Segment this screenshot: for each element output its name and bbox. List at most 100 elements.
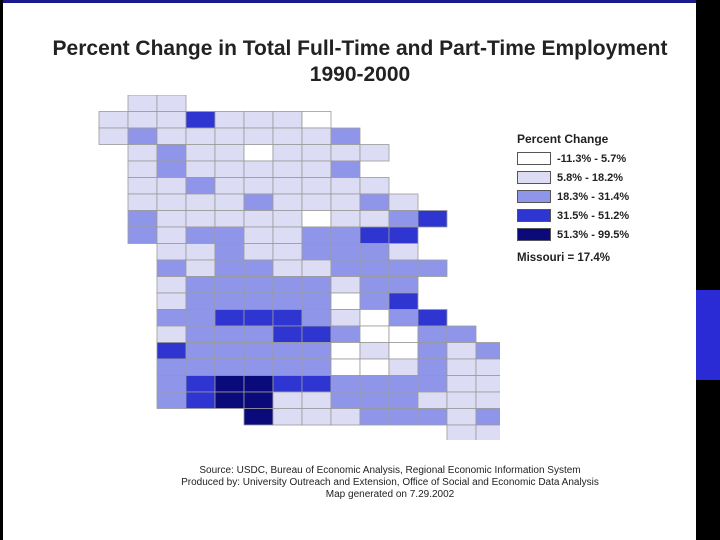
county [272,177,303,195]
county [359,342,390,360]
map-title-line1: Percent Change in Total Full-Time and Pa… [52,37,668,60]
county [475,358,500,376]
county [185,276,216,294]
county [330,325,361,343]
county [359,259,390,277]
county [127,193,158,211]
state-average-label: Missouri = 17.4% [517,252,610,264]
county [359,276,390,294]
legend-label: 5.8% - 18.2% [557,171,624,184]
legend-swatch [517,171,551,184]
county [301,226,332,244]
county [156,193,187,211]
county [388,226,419,244]
county [446,391,477,409]
legend-label: 18.3% - 31.4% [557,190,630,203]
county [272,375,303,393]
county [214,144,245,162]
source-note: Source: USDC, Bureau of Economic Analysi… [140,465,640,501]
county [98,111,129,129]
county [330,375,361,393]
legend-swatch [517,190,551,203]
county [359,391,390,409]
county [301,292,332,310]
county [446,342,477,360]
county [243,342,274,360]
legend-swatch [517,152,551,165]
county [272,210,303,228]
county [243,325,274,343]
legend: Percent Change -11.3% - 5.7% 5.8% - 18.2… [517,132,687,264]
county [330,127,361,145]
county [156,259,187,277]
county [185,193,216,211]
legend-label: 51.3% - 99.5% [557,228,630,241]
county [185,325,216,343]
county [185,358,216,376]
slide-left-edge [0,0,3,540]
county [272,408,303,426]
county [214,325,245,343]
county [127,111,158,129]
county [388,292,419,310]
county [330,144,361,162]
county [214,243,245,261]
county [243,309,274,327]
county [127,177,158,195]
county [330,342,361,360]
county [417,391,448,409]
producer-line: Produced by: University Outreach and Ext… [181,477,599,488]
county [301,111,332,129]
county [243,210,274,228]
county [185,144,216,162]
map-title-line2: 1990-2000 [309,63,411,86]
county [388,342,419,360]
legend-title: Percent Change [517,132,609,146]
county [446,424,477,440]
county [272,243,303,261]
county [243,127,274,145]
county [301,243,332,261]
county [185,177,216,195]
county [272,127,303,145]
county [330,292,361,310]
county [301,408,332,426]
county [417,210,448,228]
county [156,325,187,343]
county [301,276,332,294]
county [214,276,245,294]
county [388,210,419,228]
county [243,160,274,178]
county [330,408,361,426]
county [243,259,274,277]
county [272,358,303,376]
county [359,408,390,426]
legend-item: 5.8% - 18.2% [517,168,687,187]
map-title: Percent Change in Total Full-Time and Pa… [20,36,700,88]
county [388,309,419,327]
county [359,226,390,244]
county [301,193,332,211]
county [359,309,390,327]
county [388,391,419,409]
county [359,358,390,376]
county [272,325,303,343]
county [243,358,274,376]
county [127,226,158,244]
county [156,127,187,145]
county [330,226,361,244]
county [156,226,187,244]
legend-item: -11.3% - 5.7% [517,149,687,168]
county [330,276,361,294]
county [272,144,303,162]
county [243,193,274,211]
generated-date-line: Map generated on 7.29.2002 [325,489,455,500]
county [301,309,332,327]
county [185,160,216,178]
legend-item: 51.3% - 99.5% [517,225,687,244]
county [156,210,187,228]
county [214,127,245,145]
county [330,309,361,327]
county [243,391,274,409]
